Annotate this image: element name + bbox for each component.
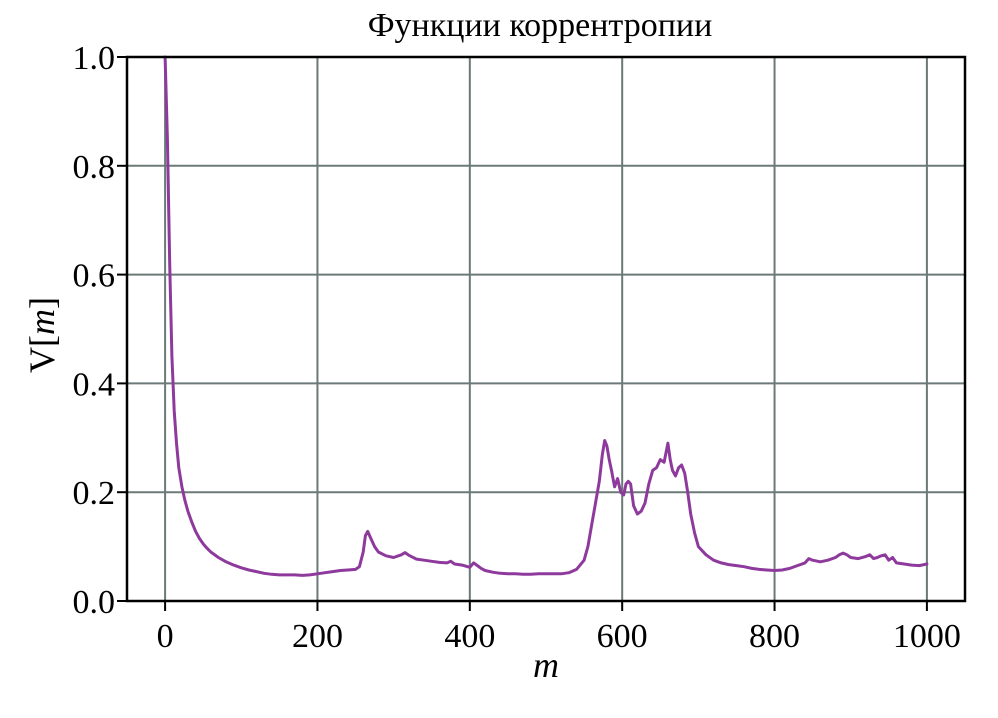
- y-tick-label: 1.0: [73, 40, 116, 77]
- x-tick-label: 800: [749, 618, 800, 655]
- x-axis-label: m: [533, 645, 559, 685]
- y-tick-label: 0.6: [73, 258, 116, 295]
- y-axis-label-var: m: [22, 309, 62, 335]
- x-tick-label: 0: [157, 618, 174, 655]
- y-axis-label-start: V[: [22, 335, 62, 373]
- x-tick-label: 600: [597, 618, 648, 655]
- axis-ticks: 0 200 400 600 800 1000 0.0 0.2 0.4 0.6 0.8 1.0: [73, 40, 961, 655]
- chart-title: Функции коррентропии: [368, 7, 713, 44]
- y-axis-label: V[m]: [22, 297, 62, 373]
- series-line: [163, 55, 929, 577]
- y-tick-label: 0.4: [73, 366, 116, 403]
- plot-area: [163, 55, 929, 577]
- x-tick-label: 1000: [893, 618, 961, 655]
- y-tick-label: 0.8: [73, 149, 116, 186]
- x-tick-label: 200: [292, 618, 343, 655]
- x-tick-label: 400: [444, 618, 495, 655]
- grid: [127, 57, 965, 601]
- plot-frame: [125, 55, 967, 603]
- y-axis-label-end: ]: [22, 297, 62, 309]
- y-tick-label: 0.0: [73, 584, 116, 621]
- y-tick-label: 0.2: [73, 475, 116, 512]
